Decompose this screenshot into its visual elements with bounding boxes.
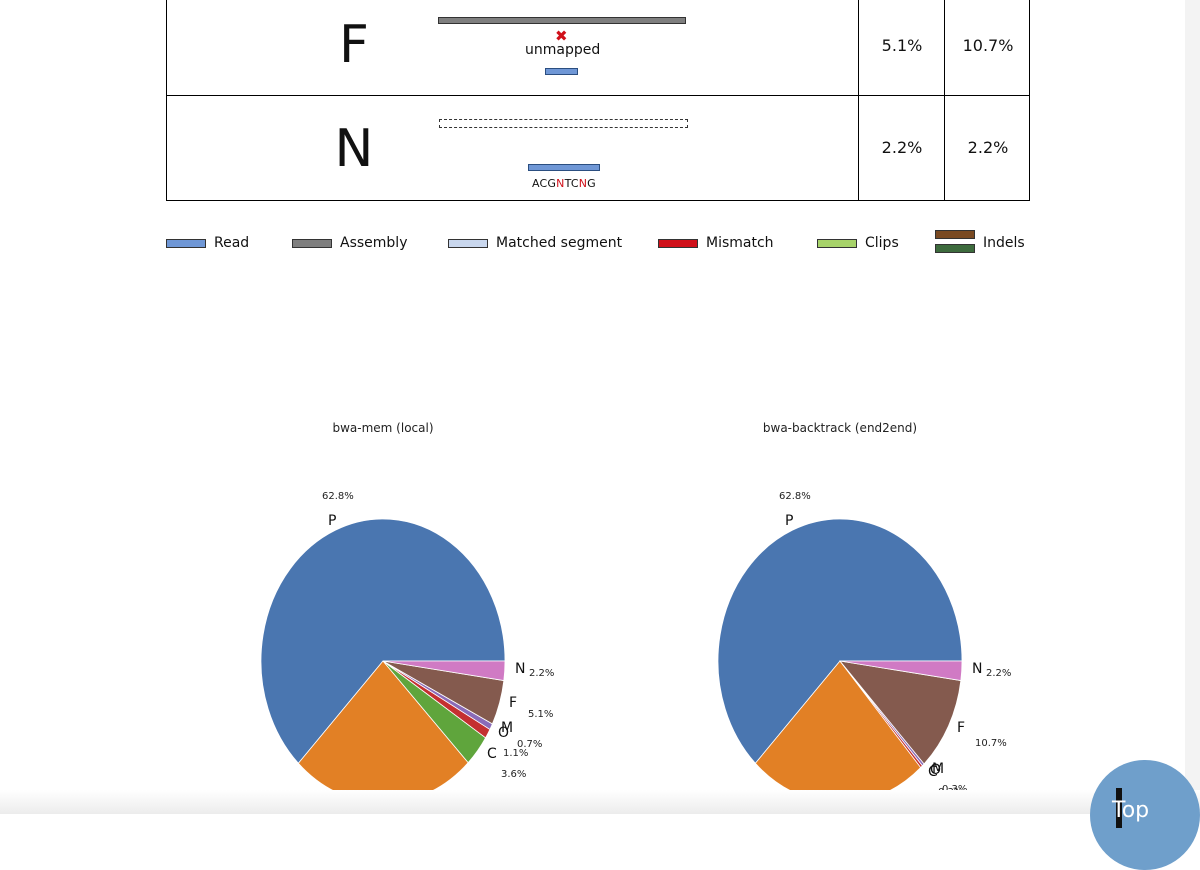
legend-swatch bbox=[292, 238, 332, 248]
percent-mem: 5.1% bbox=[881, 36, 923, 55]
percent-backtrack: 2.2% bbox=[967, 138, 1009, 157]
legend-swatch bbox=[448, 238, 488, 248]
pie-slice-n bbox=[839, 660, 963, 682]
pie-label-p: P bbox=[328, 513, 336, 529]
pie-percent-n: 2.2% bbox=[529, 668, 554, 679]
row-letter: F bbox=[339, 15, 369, 75]
row-letter: N bbox=[334, 119, 374, 179]
read-bar bbox=[545, 68, 578, 75]
pie-percent-p: 62.8% bbox=[779, 491, 811, 502]
pie-label-o: O bbox=[498, 725, 509, 741]
legend-swatch-insertion bbox=[935, 230, 975, 239]
chart-title: bwa-backtrack (end2end) bbox=[763, 421, 917, 435]
legend-swatch bbox=[658, 238, 698, 248]
unmapped-label: unmapped bbox=[525, 42, 601, 58]
column-divider bbox=[944, 0, 945, 95]
legend-swatch bbox=[166, 238, 206, 248]
pie-label-o: O bbox=[930, 762, 941, 778]
scrollbar-track[interactable] bbox=[1185, 0, 1200, 814]
pie-percent-p: 62.8% bbox=[322, 491, 354, 502]
legend-item-clips: Clips bbox=[817, 235, 899, 251]
read-bar bbox=[528, 164, 600, 171]
bottom-scroll-shade bbox=[0, 790, 1200, 814]
back-to-top-button[interactable]: Top bbox=[1090, 760, 1200, 870]
legend-swatch-deletion bbox=[935, 244, 975, 253]
pie-percent-f: 5.1% bbox=[528, 709, 553, 720]
table-row-n: N ACGNTCNG 2.2% 2.2% bbox=[166, 95, 1030, 201]
percent-mem: 2.2% bbox=[881, 138, 923, 157]
legend-label: Indels bbox=[983, 235, 1025, 251]
pie-percent-f: 10.7% bbox=[975, 738, 1007, 749]
pie-label-f: F bbox=[957, 720, 965, 736]
pie-label-n: N bbox=[515, 661, 525, 677]
pie-label-n: N bbox=[972, 661, 982, 677]
pie-slice-n bbox=[382, 660, 506, 682]
assembly-bar bbox=[438, 17, 686, 24]
column-divider bbox=[944, 96, 945, 200]
legend-label: Matched segment bbox=[496, 235, 623, 251]
legend-label: Mismatch bbox=[706, 235, 774, 251]
read-sequence: ACGNTCNG bbox=[532, 177, 596, 190]
dashed-assembly-bar bbox=[439, 119, 688, 128]
legend-item-indels bbox=[935, 230, 975, 258]
unmapped-x-icon: ✖ bbox=[555, 27, 568, 45]
pie-label-c: C bbox=[928, 764, 938, 780]
legend-item-matched-segment: Matched segment bbox=[448, 235, 622, 251]
legend-item-read: Read bbox=[166, 235, 249, 251]
pie-label-c: C bbox=[487, 746, 497, 762]
legend-label: Read bbox=[214, 235, 250, 251]
pie-slice-p bbox=[717, 518, 963, 764]
legend-item-mismatch: Mismatch bbox=[658, 235, 774, 251]
percent-backtrack: 10.7% bbox=[962, 36, 1014, 55]
legend: Read Assembly Matched segment Mismatch C… bbox=[166, 230, 1046, 260]
cursor-icon bbox=[1116, 788, 1122, 828]
legend-swatch bbox=[817, 238, 857, 248]
pie-percent-o: 0.7% bbox=[517, 739, 542, 750]
pie-percent-m: 1.1% bbox=[503, 748, 528, 759]
column-divider bbox=[858, 0, 859, 95]
legend-item-assembly: Assembly bbox=[292, 235, 407, 251]
pie-charts: bwa-mem (local)P62.8%SC3.6%M1.1%O0.7%F5.… bbox=[260, 421, 1011, 814]
back-to-top-label: Top bbox=[1112, 798, 1150, 823]
pie-percent-n: 2.2% bbox=[986, 668, 1011, 679]
pie-label-m: M bbox=[932, 761, 944, 777]
pie-percent-m: 0.3% bbox=[942, 784, 967, 795]
pie-label-p: P bbox=[785, 513, 793, 529]
pie-label-f: F bbox=[509, 695, 517, 711]
pie-percent-c: 3.6% bbox=[501, 769, 526, 780]
pie-label-m: M bbox=[501, 720, 513, 736]
legend-label: Assembly bbox=[340, 235, 408, 251]
chart-title: bwa-mem (local) bbox=[332, 421, 433, 435]
column-divider bbox=[858, 96, 859, 200]
pie-slice-p bbox=[260, 518, 506, 764]
table-row-f: F ✖ unmapped 5.1% 10.7% bbox=[166, 0, 1030, 96]
legend-label: Clips bbox=[865, 235, 899, 251]
pie-slice-f bbox=[839, 660, 962, 765]
